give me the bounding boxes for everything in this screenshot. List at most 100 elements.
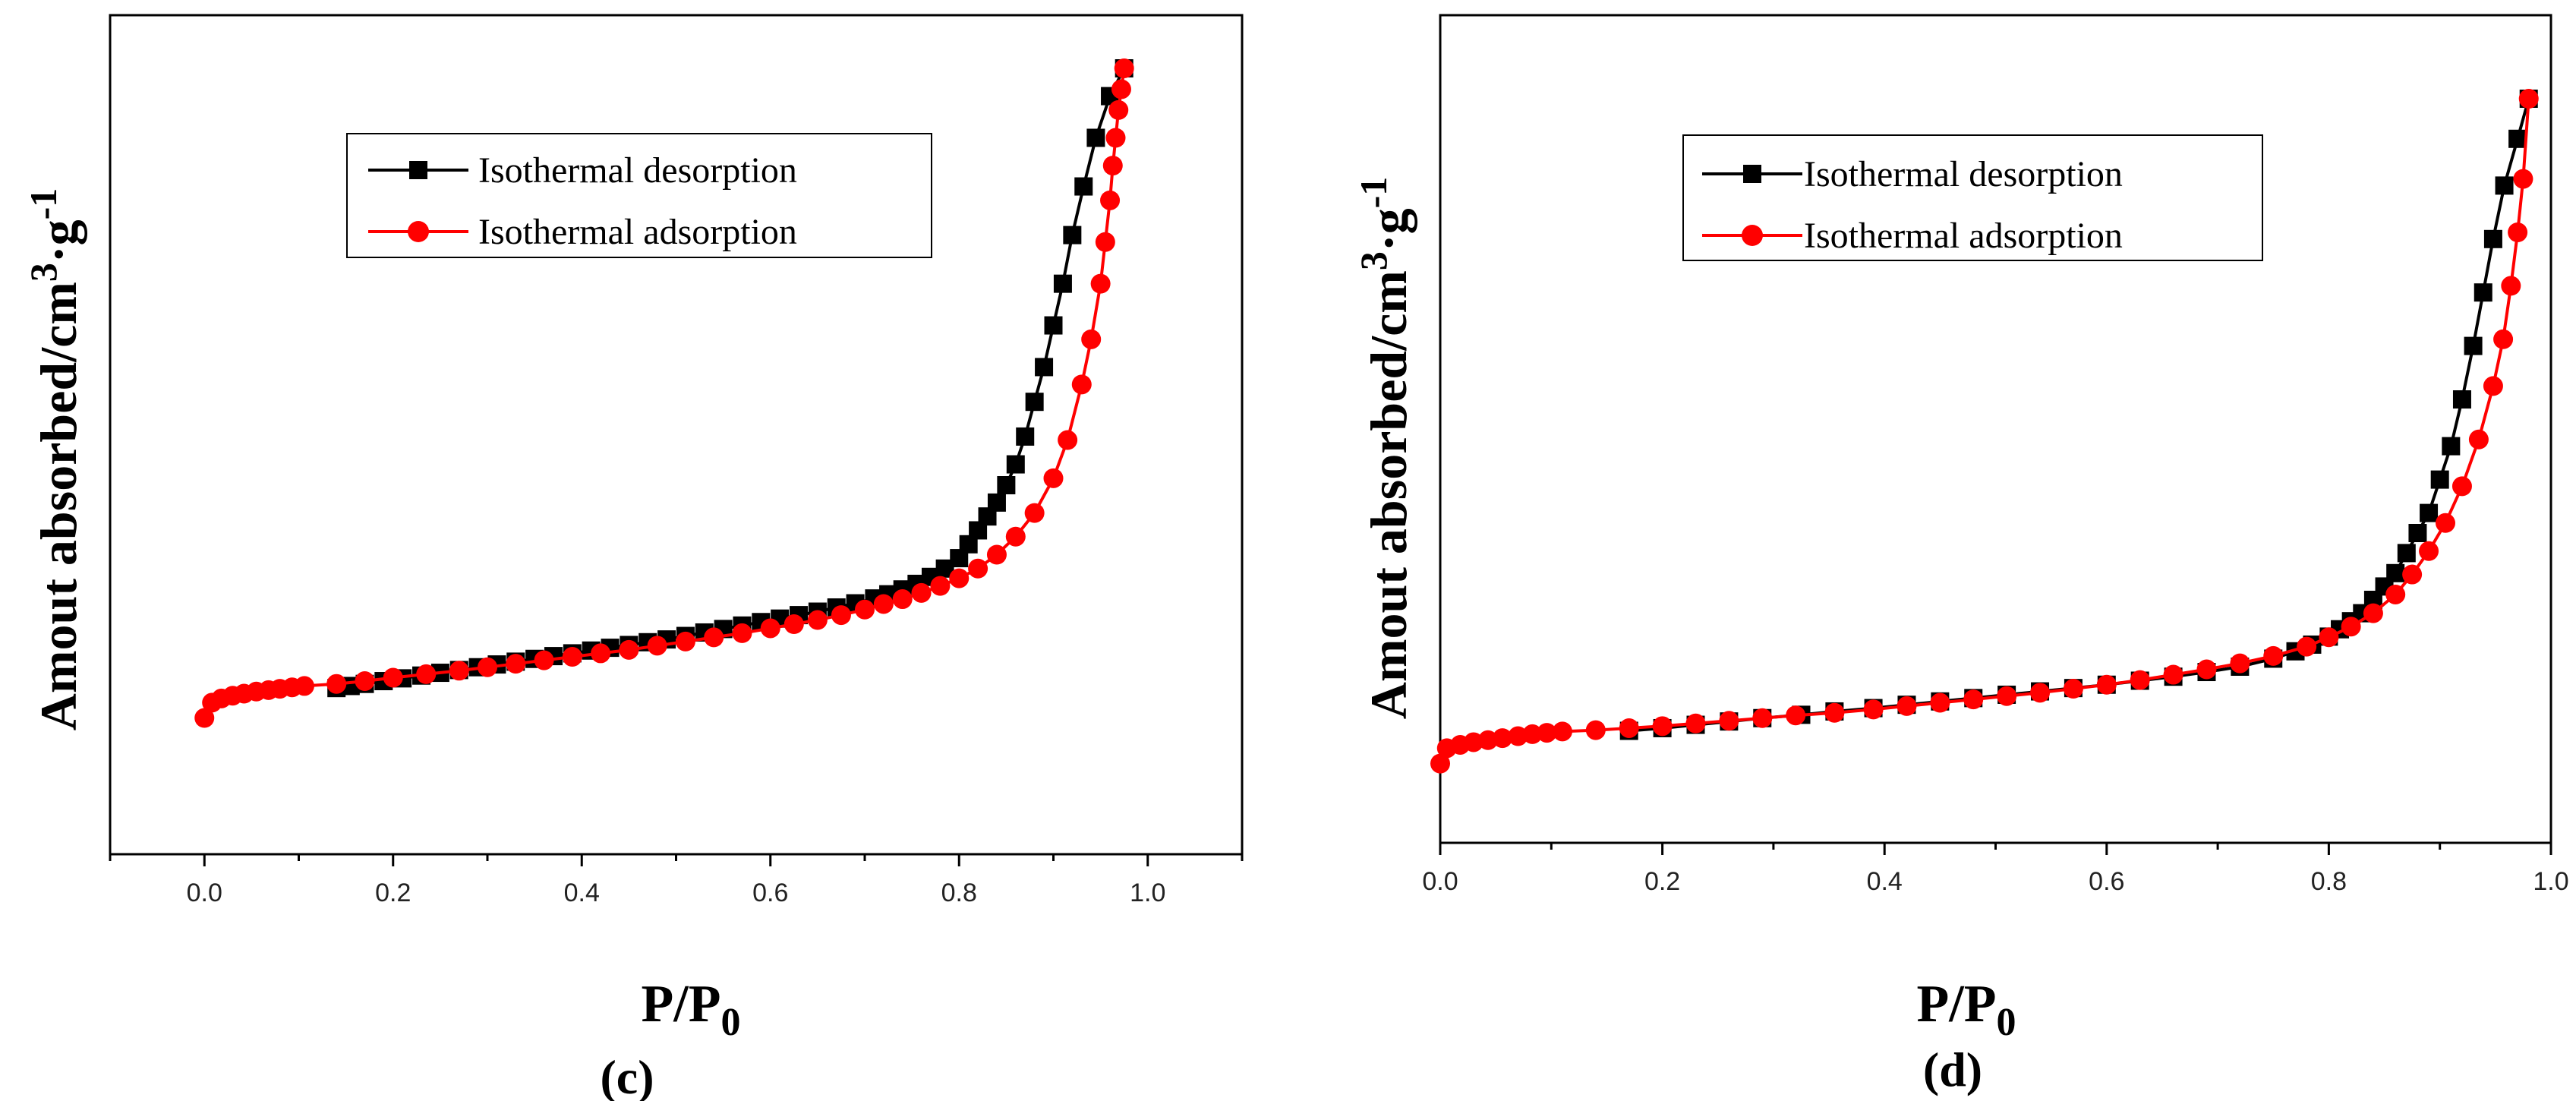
chart-c-x-axis-title-main: P/P (642, 975, 721, 1033)
chart-d-adsorption-point (2130, 670, 2150, 690)
chart-d-legend: Isothermal desorption Isothermal adsorpt… (1682, 134, 2263, 261)
chart-d-adsorption-point (2402, 564, 2423, 585)
chart-c-adsorption-point (1090, 273, 1111, 294)
chart-c-desorption-point (1063, 226, 1082, 244)
chart-c-adsorption-point (1095, 232, 1115, 252)
chart-d-legend-adsorption-label: Isothermal adsorption (1804, 216, 2123, 256)
chart-c-adsorption-point (355, 671, 375, 692)
chart-c-adsorption-point (892, 589, 913, 610)
chart-c-desorption-point (1053, 274, 1072, 293)
chart-c-adsorption-point (732, 623, 752, 643)
chart-c-adsorption-point (807, 610, 828, 630)
chart-d-adsorption-point (2030, 683, 2051, 703)
chart-c-adsorption-point (1102, 156, 1123, 176)
chart-c-adsorption-point (760, 618, 780, 639)
chart-d-x-tick-label: 0.0 (1422, 867, 1458, 896)
chart-c-legend-desorption-marker (409, 161, 427, 179)
chart-d-adsorption-point (1652, 716, 1673, 737)
chart-panel-d: 0.0 0.2 0.4 0.6 0.8 1.0 P/P0 Amout absorbed/c… (1352, 14, 2569, 1096)
chart-d-y-axis-title-mid: ·g (1360, 208, 1417, 251)
chart-c-desorption-point (1044, 316, 1063, 335)
chart-c-legend-box (346, 133, 932, 258)
chart-d-adsorption-point (1930, 692, 1950, 713)
chart-c-adsorption-point (478, 657, 497, 677)
chart-d-adsorption-point (1585, 720, 1606, 740)
chart-d-x-axis-title-subscript: 0 (1996, 1001, 2016, 1044)
chart-c-adsorption-point (647, 636, 667, 656)
chart-d-desorption-point (2408, 524, 2427, 542)
chart-d-adsorption-point (1752, 708, 1773, 728)
chart-d-adsorption-point (2483, 376, 2503, 396)
chart-d-adsorption-point (2451, 476, 2472, 497)
chart-d-adsorption-point (2385, 584, 2406, 604)
chart-c-adsorption-point (930, 576, 951, 596)
chart-d-adsorption-point (1522, 724, 1543, 744)
chart-d-x-tick-label: 0.6 (2089, 867, 2124, 896)
chart-c-adsorption-point (534, 650, 554, 670)
chart-c-adsorption-point (1108, 99, 1129, 120)
chart-d-x-axis-title-main: P/P (1917, 975, 1997, 1033)
chart-d-adsorption-point (2508, 222, 2528, 242)
chart-d-adsorption-point (2363, 603, 2383, 623)
chart-d-y-axis-title: Amout absorbed/cm3·g-1 (1352, 177, 1417, 720)
chart-c-adsorption-point (968, 558, 988, 579)
chart-c-legend-adsorption-label: Isothermal adsorption (478, 212, 797, 252)
chart-d-x-tick-label: 1.0 (2533, 867, 2568, 896)
chart-c-adsorption-point (949, 568, 970, 588)
chart-c-plot-area: 0.0 0.2 0.4 0.6 0.8 1.0 (109, 14, 1244, 907)
chart-c-y-axis-title-mid: ·g (30, 219, 87, 263)
chart-d-adsorption-point (1430, 753, 1450, 774)
chart-c-desorption-point (1086, 128, 1105, 147)
chart-c-legend: Isothermal desorption Isothermal adsorpt… (346, 133, 932, 258)
chart-c-adsorption-point (1100, 190, 1121, 210)
chart-d-adsorption-point (1786, 705, 1806, 726)
chart-d-adsorption-point (1492, 728, 1512, 749)
chart-c-x-tick-label: 0.8 (941, 879, 977, 907)
chart-d-adsorption-point (2096, 674, 2117, 695)
chart-d-adsorption-point (2419, 541, 2439, 561)
chart-c-adsorption-point (1058, 430, 1078, 450)
chart-c-x-tick-label: 0.6 (752, 879, 788, 907)
chart-d-adsorption-point (1537, 723, 1557, 743)
chart-c-adsorption-point (784, 614, 804, 634)
chart-c-x-tick-label: 0.0 (187, 879, 222, 907)
chart-d-adsorption-point (1719, 711, 1739, 731)
chart-d-plot-area: 0.0 0.2 0.4 0.6 0.8 1.0 (1422, 14, 2569, 896)
chart-c-desorption-point (1025, 393, 1044, 412)
chart-d-desorption-point (2430, 470, 2449, 489)
chart-c-desorption-point (1016, 427, 1035, 446)
chart-d-y-axis-title-sup1: 3 (1352, 251, 1395, 270)
chart-d-adsorption-point (2501, 276, 2521, 296)
chart-c-adsorption-point (1005, 526, 1026, 547)
chart-d-adsorption-point (2468, 429, 2489, 450)
chart-d-adsorption-point (1508, 726, 1528, 746)
chart-d-adsorption-point (1963, 689, 1984, 710)
chart-d-adsorption-point (1552, 721, 1572, 742)
chart-d-adsorption-point (2493, 329, 2514, 349)
chart-d-desorption-point (2495, 176, 2514, 195)
chart-c-legend-adsorption-marker (408, 221, 429, 242)
chart-d-adsorption-point (2319, 627, 2339, 648)
chart-d-adsorption-point (2230, 653, 2250, 674)
chart-d-adsorption-point (1863, 699, 1884, 720)
chart-d-adsorption-point (2297, 636, 2317, 657)
chart-c-adsorption-point (449, 661, 469, 681)
chart-c-adsorption-point (416, 664, 437, 684)
chart-c-adsorption-point (986, 544, 1007, 565)
chart-c-x-tick-label: 0.4 (564, 879, 600, 907)
chart-d-adsorption-point (2063, 679, 2083, 699)
chart-d-adsorption-point (2513, 169, 2533, 189)
chart-c-adsorption-point (1105, 128, 1126, 148)
chart-d-x-axis-title: P/P0 (1917, 975, 2016, 1044)
chart-d-desorption-point (2474, 283, 2492, 302)
chart-c-panel-label: (c) (600, 1050, 654, 1101)
chart-c-y-axis-title-sup2: -1 (22, 188, 65, 220)
chart-d-desorption-point (2420, 503, 2439, 522)
chart-c-adsorption-point (326, 674, 347, 694)
chart-d-desorption-point (2452, 390, 2471, 409)
chart-d-adsorption-point (1897, 696, 1917, 716)
chart-c-adsorption-point (873, 594, 894, 614)
chart-d-desorption-point (2464, 336, 2483, 355)
chart-c-desorption-point (1035, 358, 1054, 377)
